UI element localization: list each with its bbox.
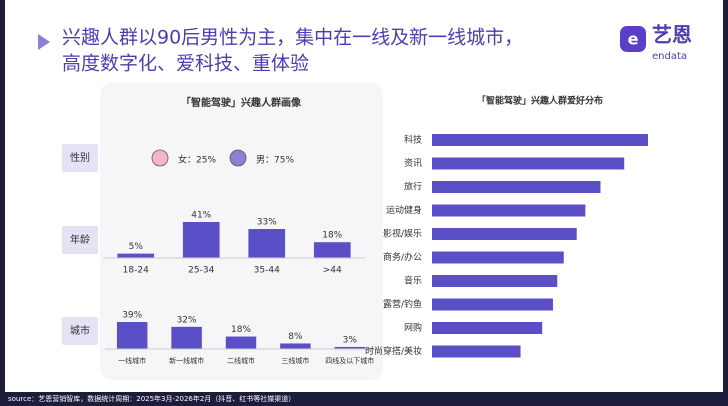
x-tick-label: 18-24 — [123, 266, 149, 276]
x-tick-label: 35-44 — [254, 266, 280, 276]
bar — [432, 134, 648, 146]
row-label-box — [62, 317, 98, 345]
x-tick-label: 二线城市 — [227, 356, 255, 365]
x-tick-label: 四线及以下城市 — [325, 356, 374, 365]
bar — [225, 336, 257, 349]
bar — [334, 346, 366, 349]
y-tick-label: 商务/办公 — [383, 251, 422, 263]
value-label: 5% — [129, 242, 144, 252]
bar — [117, 253, 155, 258]
y-tick-label: 科技 — [404, 134, 422, 146]
value-label: 18% — [322, 231, 342, 241]
x-tick-label: 25-34 — [188, 266, 214, 276]
bar — [432, 345, 521, 358]
gender-icon — [229, 149, 247, 167]
x-tick-label: 新一线城市 — [169, 356, 204, 365]
bar — [171, 326, 202, 349]
value-label: 8% — [288, 332, 303, 342]
bar — [182, 222, 220, 258]
bar — [432, 251, 564, 264]
bar — [432, 228, 577, 240]
y-tick-label: 音乐 — [404, 275, 422, 287]
bar — [432, 204, 586, 217]
panel — [100, 83, 383, 380]
bar — [313, 242, 351, 258]
bar — [280, 343, 311, 349]
bar — [432, 275, 558, 287]
y-tick-label: 旅行 — [404, 181, 422, 193]
logo-name: 艺恩 — [652, 23, 692, 47]
y-tick-label: 资讯 — [404, 158, 422, 169]
row-label: 年龄 — [70, 233, 90, 246]
x-tick-label: 三线城市 — [281, 356, 309, 365]
value-label: 41% — [191, 211, 211, 221]
row-label: 城市 — [70, 324, 90, 337]
value-label: 32% — [177, 315, 197, 325]
value-label: 18% — [231, 325, 251, 335]
y-tick-label: 网购 — [404, 322, 422, 334]
value-label: 39% — [122, 311, 142, 321]
bar — [116, 322, 148, 349]
row-label-box — [62, 144, 98, 172]
y-tick-label: 影视/娱乐 — [383, 228, 422, 240]
y-tick-label: 运动健身 — [386, 204, 422, 216]
panel-title: 「智能驾驶」兴趣人群画像 — [181, 96, 302, 109]
value-label: 3% — [343, 335, 358, 345]
bar — [432, 322, 543, 334]
x-tick-label: >44 — [323, 266, 342, 276]
bar — [432, 181, 601, 193]
row-label: 性别 — [70, 151, 90, 164]
bar — [432, 157, 625, 170]
bar — [248, 229, 286, 258]
headline: 兴趣人群以90后男性为主，集中在一线及新一线城市， — [62, 27, 523, 49]
logo-sub: endata — [652, 51, 687, 62]
gender-icon — [151, 149, 169, 167]
bar — [432, 298, 553, 311]
x-tick-label: 一线城市 — [118, 356, 146, 365]
value-label: 33% — [257, 218, 277, 228]
value-label: 男：75% — [256, 155, 294, 166]
logo-mark: e — [628, 30, 639, 49]
y-tick-label: 露营/钓鱼 — [383, 298, 422, 310]
row-label-box — [62, 226, 98, 254]
value-label: 女：25% — [178, 154, 216, 166]
logo-icon — [620, 26, 646, 52]
source: source：艺恩营销智库，数据统计周期：2025年3月-2026年2月（抖音、… — [8, 394, 295, 403]
title-icon — [38, 34, 50, 50]
y-tick-label: 时尚穿搭/美妆 — [365, 345, 422, 357]
headline: 高度数字化、爱科技、重体验 — [62, 53, 309, 75]
chart-title: 「智能驾驶」兴趣人群爱好分布 — [477, 95, 603, 107]
footer-bar — [0, 392, 728, 406]
